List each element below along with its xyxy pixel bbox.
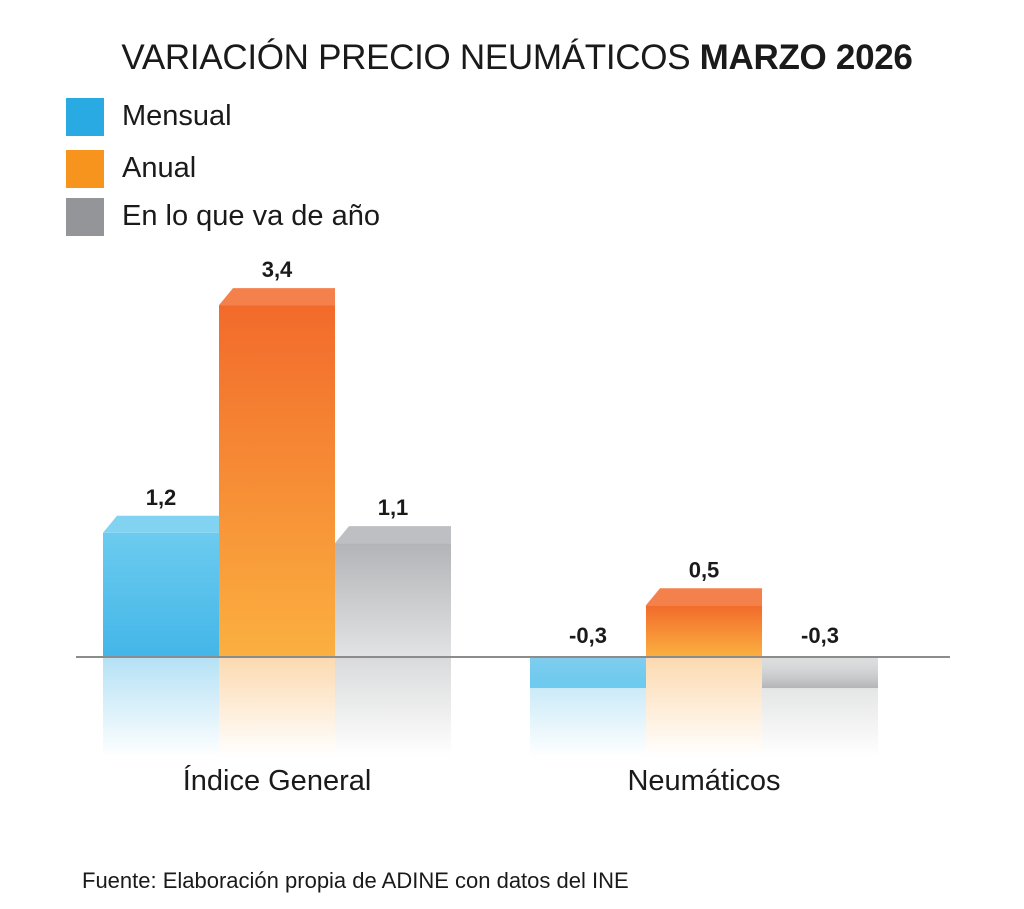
bar-indice-general-anual — [219, 305, 335, 657]
source-note: Fuente: Elaboración propia de ADINE con … — [82, 868, 629, 893]
data-label-neumaticos-anual: 0,5 — [689, 557, 720, 582]
bar-reflection-indice-general-anual — [219, 657, 335, 757]
bar-cap-indice-general-anual — [219, 288, 335, 306]
data-label-neumaticos-en-lo-que-va-de-ano: -0,3 — [801, 623, 839, 648]
bar-reflection-indice-general-en-lo-que-va-de-ano — [335, 657, 451, 757]
bar-neumaticos-mensual — [530, 657, 646, 689]
chart-title: VARIACIÓN PRECIO NEUMÁTICOS MARZO 2026 — [0, 38, 1024, 78]
data-label-indice-general-anual: 3,4 — [262, 257, 293, 282]
legend-swatch-anual — [66, 150, 104, 188]
chart-title-bold: MARZO 2026 — [699, 38, 913, 77]
category-label-indice-general: Índice General — [183, 764, 372, 797]
bar-indice-general-mensual — [103, 532, 219, 657]
bar-cap-indice-general-en-lo-que-va-de-ano — [335, 526, 451, 544]
legend-label-en-lo-que-va-de-ano: En lo que va de año — [122, 200, 380, 232]
chart-title-regular: VARIACIÓN PRECIO NEUMÁTICOS — [121, 38, 700, 77]
legend-swatch-mensual — [66, 98, 104, 136]
data-label-indice-general-mensual: 1,2 — [146, 485, 177, 510]
data-label-indice-general-en-lo-que-va-de-ano: 1,1 — [378, 495, 409, 520]
data-label-neumaticos-mensual: -0,3 — [569, 623, 607, 648]
bar-indice-general-en-lo-que-va-de-ano — [335, 543, 451, 657]
bar-chart: 1,2 3,4 1,1 Índice General -0,3 0,5 -0,3 Neumát… — [76, 257, 950, 797]
legend-swatch-en-lo-que-va-de-ano — [66, 198, 104, 236]
bar-reflection-neumaticos-anual — [646, 657, 762, 757]
legend-label-mensual: Mensual — [122, 100, 232, 132]
bar-neumaticos-en-lo-que-va-de-ano — [762, 657, 878, 689]
bar-reflection-indice-general-mensual — [103, 657, 219, 757]
legend-label-anual: Anual — [122, 152, 197, 184]
bar-cap-indice-general-mensual — [103, 515, 219, 533]
category-label-neumaticos: Neumáticos — [627, 765, 780, 797]
bar-neumaticos-anual — [646, 605, 762, 657]
bar-cap-neumaticos-anual — [646, 588, 762, 606]
